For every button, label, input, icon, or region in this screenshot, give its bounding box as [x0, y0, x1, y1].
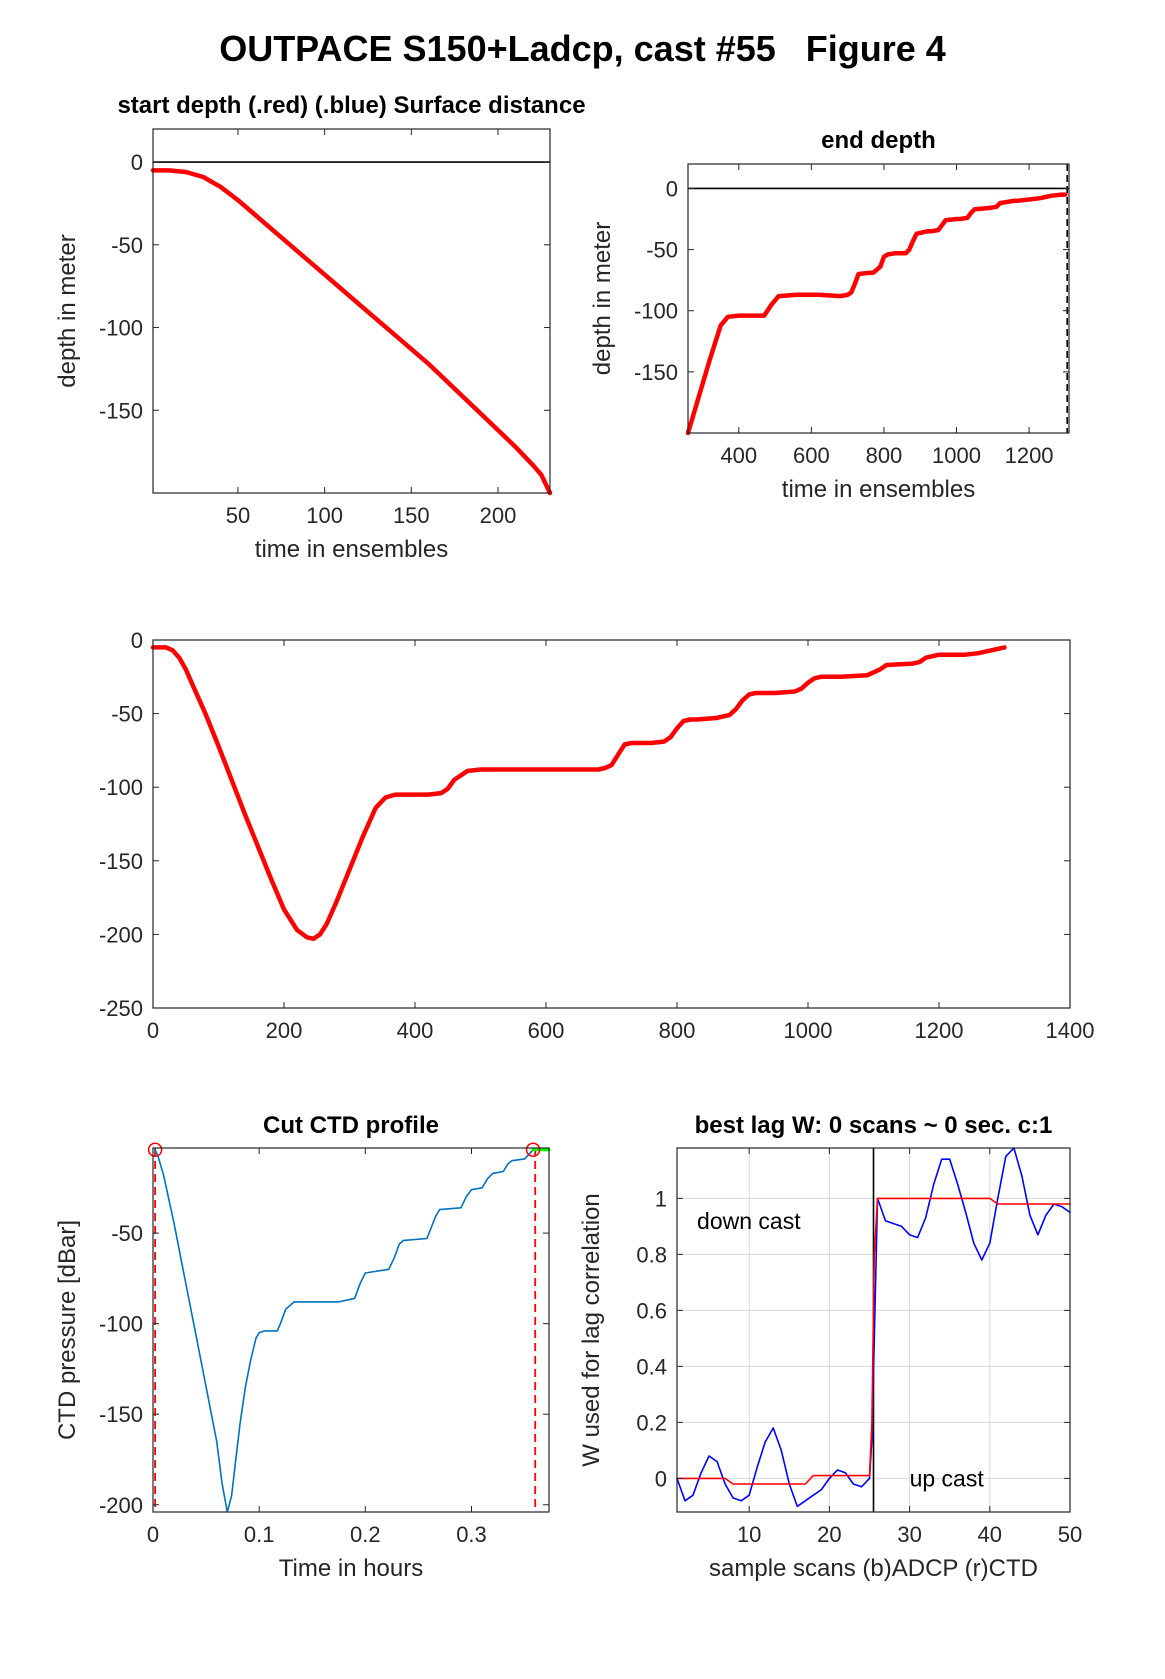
x-tick-label: 800: [659, 1018, 696, 1043]
x-tick-label: 0.1: [244, 1522, 275, 1547]
x-tick-label: 0.2: [350, 1522, 381, 1547]
axes-box: [687, 163, 1070, 434]
y-tick-label: 0.8: [636, 1242, 667, 1267]
x-tick-label: 30: [897, 1522, 921, 1547]
x-tick-label: 600: [793, 443, 830, 468]
y-axis-label: depth in meter: [54, 234, 81, 387]
y-tick-label: -200: [99, 922, 143, 947]
x-tick-label: 1000: [932, 443, 981, 468]
x-tick-label: 400: [720, 443, 757, 468]
y-axis-label: depth in meter: [589, 222, 616, 375]
axes-box: [152, 128, 551, 494]
plot-area: [153, 1148, 549, 1512]
x-tick-label: 1200: [915, 1018, 964, 1043]
y-tick-label: -250: [99, 996, 143, 1021]
x-tick-label: 600: [528, 1018, 565, 1043]
y-tick-label: -150: [99, 1402, 143, 1427]
x-tick-label: 0.3: [456, 1522, 487, 1547]
y-tick-label: 0.4: [636, 1354, 667, 1379]
x-tick-label: 200: [480, 503, 517, 528]
series-line: [676, 1197, 1071, 1485]
x-tick-label: 1400: [1046, 1018, 1095, 1043]
y-axis-label: CTD pressure [dBar]: [54, 1220, 81, 1440]
y-tick-label: -50: [111, 233, 143, 258]
y-tick-label: 0: [655, 1466, 667, 1491]
plot-title: Cut CTD profile: [263, 1112, 439, 1139]
x-tick-label: 0: [147, 1018, 159, 1043]
series-line: [154, 1149, 534, 1513]
x-tick-label: 20: [817, 1522, 841, 1547]
x-tick-label: 50: [226, 503, 250, 528]
end-depth-plot: 400 600 800 1000 1200 0 -50 -100 -150 end depth ti…: [589, 127, 1070, 503]
y-tick-label: -50: [111, 1221, 143, 1246]
y-tick-label: -100: [634, 299, 678, 324]
y-tick-label: 0: [131, 628, 143, 653]
plot-title: best lag W: 0 scans ~ 0 sec. c:1: [695, 1112, 1053, 1139]
y-tick-label: -100: [99, 1312, 143, 1337]
y-tick-label: -100: [99, 316, 143, 341]
plot-area: [153, 640, 1070, 1008]
y-tick-label: -150: [99, 398, 143, 423]
x-tick-label: 100: [306, 503, 343, 528]
figure-title: OUTPACE S150+Ladcp, cast #55 Figure 4: [219, 28, 946, 69]
x-tick-label: 1000: [784, 1018, 833, 1043]
y-tick-label: -200: [99, 1493, 143, 1518]
x-tick-label: 40: [978, 1522, 1002, 1547]
x-axis-label: sample scans (b)ADCP (r)CTD: [709, 1555, 1038, 1582]
y-tick-label: 0: [666, 176, 678, 201]
y-tick-label: 0.2: [636, 1410, 667, 1435]
cut-point-circle-marker: [525, 1142, 541, 1158]
start-depth-plot: 50 100 150 200 0 -50 -100 -150 start depth (.red…: [54, 92, 586, 563]
series-line: [150, 645, 1007, 942]
series-line: [150, 168, 553, 496]
x-tick-label: 150: [393, 503, 430, 528]
x-axis-label: time in ensembles: [782, 476, 975, 503]
x-tick-label: 1200: [1005, 443, 1054, 468]
plot-title: end depth: [821, 127, 936, 154]
axes-box: [152, 639, 1071, 1009]
y-tick-label: 1: [655, 1186, 667, 1211]
full-depth-plot: 0 200 400 600 800 1000 1200 1400 0 -50 -100 -150 -20…: [99, 628, 1095, 1043]
y-tick-label: -150: [634, 360, 678, 385]
plot-title: start depth (.red) (.blue) Surface dista…: [117, 92, 585, 119]
series-line: [685, 192, 1068, 436]
x-axis-label: Time in hours: [279, 1555, 424, 1582]
plot-area: [153, 129, 550, 493]
axes-box: [152, 1147, 550, 1513]
cut-point-circle-marker: [147, 1142, 163, 1158]
y-axis-label: W used for lag correlation: [578, 1193, 605, 1466]
y-tick-label: -150: [99, 849, 143, 874]
axes-box: [676, 1147, 1071, 1513]
y-tick-label: -50: [646, 238, 678, 263]
x-tick-label: 50: [1058, 1522, 1082, 1547]
x-tick-label: 0: [147, 1522, 159, 1547]
y-tick-label: -100: [99, 775, 143, 800]
cut-ctd-plot: 0 0.1 0.2 0.3 -50 -100 -150 -200 Cut CTD profile…: [54, 1112, 551, 1582]
x-tick-label: 10: [737, 1522, 761, 1547]
x-tick-label: 800: [866, 443, 903, 468]
x-tick-label: 200: [266, 1018, 303, 1043]
annotation-label: down cast: [697, 1208, 801, 1234]
y-tick-label: -50: [111, 702, 143, 727]
x-tick-label: 400: [397, 1018, 434, 1043]
y-tick-label: 0: [131, 150, 143, 175]
y-tick-label: 0.6: [636, 1298, 667, 1323]
best-lag-plot: down cast up cast 10 20 30 40 50 0 0.2 0.4 0.6 0.8 1…: [578, 1112, 1082, 1582]
x-axis-label: time in ensembles: [255, 536, 448, 563]
plot-area: [688, 164, 1069, 433]
annotation-label: up cast: [910, 1465, 985, 1491]
